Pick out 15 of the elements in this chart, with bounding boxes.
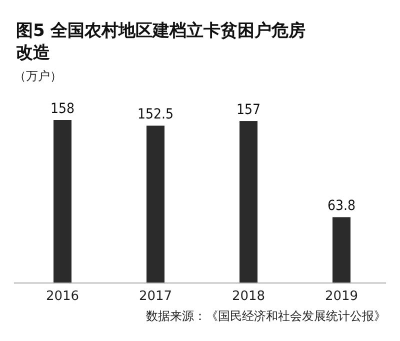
x-tick-label: 2017 bbox=[138, 289, 172, 304]
data-label: 157 bbox=[236, 102, 261, 118]
data-label: 63.8 bbox=[327, 198, 356, 214]
bar bbox=[332, 217, 350, 283]
bar bbox=[146, 126, 164, 283]
source-note: 数据来源：《国民经济和社会发展统计公报》 bbox=[146, 308, 386, 325]
bar bbox=[240, 121, 258, 283]
data-label: 158 bbox=[50, 101, 75, 117]
data-label: 152.5 bbox=[137, 106, 174, 123]
chart-title: 图5 全国农村地区建档立卡贫困户危房改造 bbox=[16, 20, 306, 64]
x-tick-label: 2019 bbox=[324, 289, 358, 304]
y-axis-title: （万户） bbox=[14, 68, 62, 85]
x-tick-label: 2016 bbox=[46, 289, 80, 304]
bar bbox=[54, 120, 72, 283]
x-tick-label: 2018 bbox=[232, 289, 266, 304]
